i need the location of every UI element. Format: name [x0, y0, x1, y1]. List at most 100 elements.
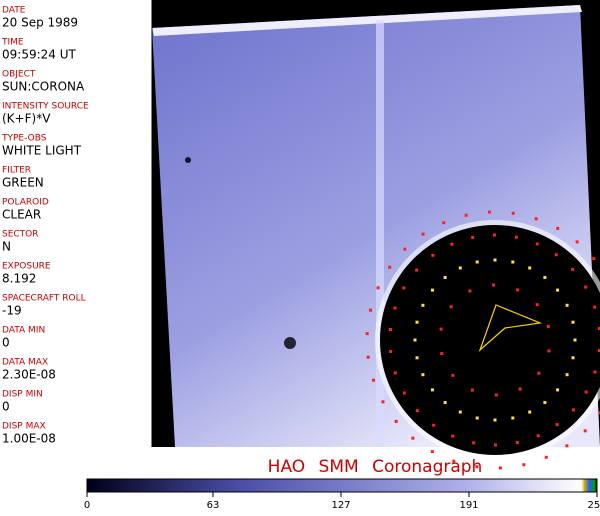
dot: [468, 289, 472, 293]
artifact: [284, 337, 296, 349]
field-label: FILTER: [2, 166, 31, 176]
field-value: (K+F)*V: [2, 112, 51, 126]
dot: [556, 288, 560, 292]
field-value: -19: [2, 304, 22, 318]
field-label: SPACECRAFT ROLL: [2, 294, 86, 304]
field-value: GREEN: [2, 176, 44, 190]
field-label: DISP MIN: [2, 390, 43, 400]
dot: [565, 303, 569, 307]
tick-label: 127: [331, 500, 350, 511]
field-label: DATE: [2, 6, 26, 16]
dot: [393, 306, 397, 310]
dot: [430, 450, 434, 454]
dot: [443, 275, 447, 279]
dot: [547, 349, 551, 353]
dot: [472, 441, 476, 445]
dot: [402, 286, 406, 290]
occulter: [380, 225, 600, 455]
dot: [583, 429, 587, 433]
dot: [369, 308, 373, 312]
dot: [571, 320, 575, 324]
field-label: OBJECT: [2, 70, 36, 80]
dot: [430, 288, 434, 292]
dot: [389, 349, 393, 353]
dot: [464, 213, 468, 217]
dot: [430, 388, 434, 392]
tick-label: 63: [207, 500, 220, 511]
dot: [415, 409, 419, 413]
dot: [536, 434, 540, 438]
dot: [544, 455, 548, 459]
dot: [543, 275, 547, 279]
field-label: DISP MAX: [2, 422, 46, 432]
dot: [413, 338, 417, 342]
dot: [381, 400, 385, 404]
dot: [376, 286, 380, 290]
dot: [518, 387, 522, 391]
dot: [535, 242, 539, 246]
colorbar-ticks: 0 63 127 191 255: [84, 492, 600, 511]
dot: [592, 257, 596, 261]
field-label: DATA MAX: [2, 358, 48, 368]
artifact: [185, 157, 191, 163]
dot: [415, 268, 419, 272]
dot: [371, 378, 375, 382]
dot: [571, 356, 575, 360]
dot: [554, 253, 558, 257]
field-label: TIME: [1, 38, 24, 48]
field-value: N: [2, 240, 11, 254]
dot: [431, 253, 435, 257]
field-value: CLEAR: [2, 208, 41, 222]
field-label: POLAROID: [2, 198, 49, 208]
dot: [439, 327, 443, 331]
overlay-dots: [365, 210, 600, 470]
dot: [555, 423, 559, 427]
colorbar: [86, 478, 598, 493]
field-label: EXPOSURE: [2, 262, 51, 272]
dot: [511, 260, 515, 264]
dot: [528, 266, 532, 270]
dot: [556, 226, 560, 230]
dot: [451, 373, 455, 377]
dot: [389, 328, 393, 332]
dot: [537, 371, 541, 375]
dot: [415, 356, 419, 360]
dot: [411, 436, 415, 440]
dot: [393, 371, 397, 375]
dot: [511, 211, 515, 215]
dot: [556, 388, 560, 392]
field-value: 09:59:24 UT: [2, 48, 76, 62]
dot: [493, 233, 497, 237]
dot: [522, 463, 526, 467]
field-value: 0: [2, 400, 10, 414]
dot: [475, 465, 479, 469]
dot: [388, 265, 392, 269]
dot: [573, 338, 577, 342]
dot: [593, 305, 597, 309]
dot: [514, 235, 518, 239]
dot: [493, 443, 497, 447]
overlay-shape: [478, 304, 543, 352]
dot: [493, 258, 497, 262]
field-value: 1.00E-08: [2, 432, 56, 446]
dot: [571, 267, 575, 271]
dot: [584, 390, 588, 394]
dot: [421, 303, 425, 307]
dot: [415, 320, 419, 324]
dot: [442, 221, 446, 225]
dot: [492, 283, 496, 287]
dot: [403, 247, 407, 251]
dot: [394, 419, 398, 423]
dot: [365, 332, 369, 336]
dot: [421, 232, 425, 236]
dot: [528, 410, 532, 414]
field-value: 8.192: [2, 272, 36, 286]
dot: [458, 410, 462, 414]
dot: [565, 444, 569, 448]
dot: [511, 416, 515, 420]
dot: [488, 210, 492, 214]
dot: [443, 401, 447, 405]
field-label: TYPE-OBS: [1, 134, 47, 144]
dot: [584, 285, 588, 289]
